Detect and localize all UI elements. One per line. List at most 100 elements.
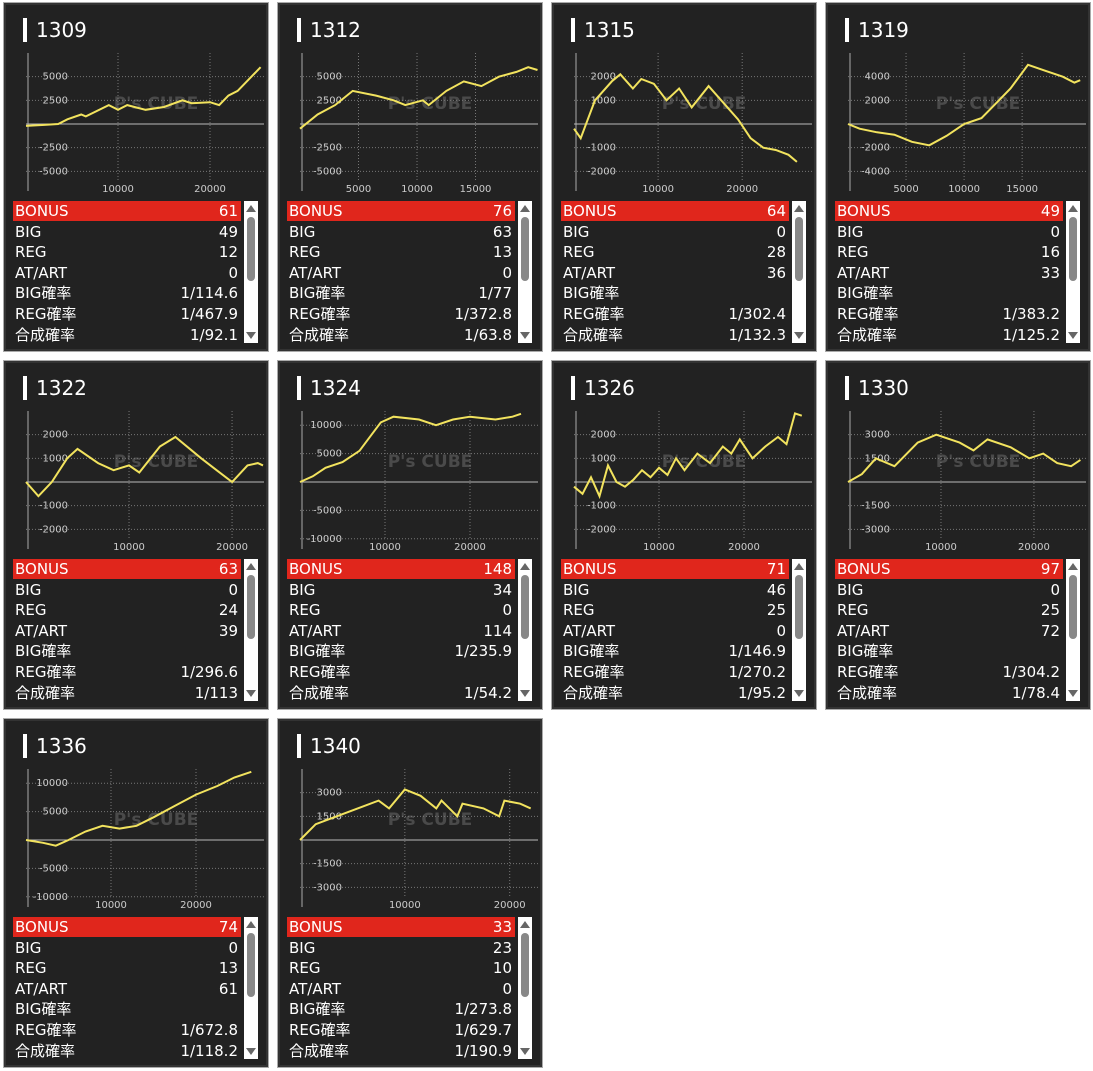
watermark: P's CUBE bbox=[662, 94, 747, 114]
stat-value: 1/63.8 bbox=[464, 325, 512, 344]
x-tick-label: 5000 bbox=[346, 184, 371, 195]
stat-row: AT/ART 33 bbox=[835, 263, 1063, 283]
x-tick-label: 15000 bbox=[460, 184, 492, 195]
stat-value: 64 bbox=[766, 202, 786, 220]
stat-value: 1/113 bbox=[194, 683, 238, 702]
stat-label: 合成確率 bbox=[289, 683, 350, 702]
watermark: P's CUBE bbox=[114, 94, 199, 114]
stat-label: BIG確率 bbox=[15, 1000, 72, 1019]
scroll-thumb[interactable] bbox=[1069, 217, 1077, 281]
scroll-down[interactable] bbox=[794, 332, 804, 339]
scroll-down[interactable] bbox=[1068, 690, 1078, 697]
scroll-thumb[interactable] bbox=[521, 575, 529, 639]
scroll-up[interactable] bbox=[246, 563, 256, 570]
stat-row: BIG 23 bbox=[287, 938, 515, 958]
stat-row: REG確率 1/672.8 bbox=[13, 1020, 241, 1040]
machine-number: 1330 bbox=[858, 376, 909, 400]
stat-label: 合成確率 bbox=[15, 325, 76, 344]
stat-row: REG 24 bbox=[13, 600, 241, 620]
scroll-thumb[interactable] bbox=[795, 217, 803, 281]
stat-value: 1/92.1 bbox=[190, 325, 238, 344]
stat-row: AT/ART 0 bbox=[13, 263, 241, 283]
chart: P's CUBE 5000 10000 15000 4000 2000 -2000 -4000 bbox=[847, 53, 1086, 195]
title-bar bbox=[23, 18, 27, 42]
x-tick-label: 10000 bbox=[401, 184, 433, 195]
x-tick-label: 20000 bbox=[726, 184, 758, 195]
stat-value: 1/302.4 bbox=[728, 305, 786, 323]
scroll-up[interactable] bbox=[1068, 563, 1078, 570]
x-tick-label: 10000 bbox=[948, 184, 980, 195]
y-tick-label: -5000 bbox=[39, 863, 68, 874]
scroll-thumb[interactable] bbox=[521, 217, 529, 281]
scrollbar[interactable] bbox=[244, 201, 258, 343]
stat-value: 34 bbox=[492, 580, 512, 599]
scroll-up[interactable] bbox=[246, 921, 256, 928]
scrollbar[interactable] bbox=[1066, 201, 1080, 343]
stat-label: BIG bbox=[289, 938, 316, 957]
scroll-thumb[interactable] bbox=[247, 217, 255, 281]
y-tick-label: 5000 bbox=[317, 449, 342, 460]
scroll-down[interactable] bbox=[520, 332, 530, 339]
scroll-down[interactable] bbox=[246, 332, 256, 339]
stat-row: BONUS 63 bbox=[13, 559, 241, 579]
stat-label: REG確率 bbox=[563, 663, 625, 681]
scrollbar[interactable] bbox=[518, 201, 532, 343]
scroll-up[interactable] bbox=[520, 921, 530, 928]
scroll-thumb[interactable] bbox=[1069, 575, 1077, 639]
stat-row: REG 0 bbox=[287, 600, 515, 620]
stat-row: BIG 46 bbox=[561, 580, 789, 600]
stat-value: 1/77 bbox=[478, 284, 512, 303]
scroll-down[interactable] bbox=[1068, 332, 1078, 339]
scroll-down[interactable] bbox=[246, 1048, 256, 1055]
scroll-thumb[interactable] bbox=[247, 575, 255, 639]
title-bar bbox=[845, 376, 849, 400]
scroll-down[interactable] bbox=[794, 690, 804, 697]
stat-row: AT/ART 114 bbox=[287, 621, 515, 641]
scroll-up[interactable] bbox=[520, 563, 530, 570]
stat-row: REG 25 bbox=[561, 600, 789, 620]
stat-label: REG bbox=[289, 243, 321, 262]
stat-row: BONUS 49 bbox=[835, 201, 1063, 221]
stat-value: 36 bbox=[766, 263, 786, 282]
stat-label: 合成確率 bbox=[15, 1041, 76, 1060]
scroll-up[interactable] bbox=[246, 205, 256, 212]
y-tick-label: 2000 bbox=[43, 430, 68, 441]
scrollbar[interactable] bbox=[518, 917, 532, 1059]
stat-label: BONUS bbox=[15, 560, 69, 578]
scrollbar[interactable] bbox=[792, 559, 806, 701]
scrollbar[interactable] bbox=[244, 917, 258, 1059]
stat-row: BONUS 97 bbox=[835, 559, 1063, 579]
scroll-up[interactable] bbox=[794, 205, 804, 212]
stat-label: BIG確率 bbox=[289, 642, 346, 661]
y-tick-label: 3000 bbox=[865, 430, 890, 441]
scroll-up[interactable] bbox=[520, 205, 530, 212]
stat-value: 76 bbox=[492, 202, 512, 220]
stat-label: REG確率 bbox=[837, 305, 899, 323]
chart: P's CUBE 10000 20000 3000 1500 -1500 -3000 bbox=[299, 769, 538, 911]
stat-value: 1/273.8 bbox=[454, 1000, 512, 1019]
scroll-thumb[interactable] bbox=[795, 575, 803, 639]
scroll-down[interactable] bbox=[520, 1048, 530, 1055]
watermark: P's CUBE bbox=[114, 810, 199, 830]
scroll-down[interactable] bbox=[520, 690, 530, 697]
x-tick-label: 20000 bbox=[216, 542, 248, 553]
stat-value: 72 bbox=[1040, 621, 1060, 640]
scrollbar[interactable] bbox=[518, 559, 532, 701]
scroll-up[interactable] bbox=[794, 563, 804, 570]
scrollbar[interactable] bbox=[1066, 559, 1080, 701]
scroll-up[interactable] bbox=[1068, 205, 1078, 212]
scrollbar[interactable] bbox=[244, 559, 258, 701]
watermark: P's CUBE bbox=[936, 452, 1021, 472]
scroll-thumb[interactable] bbox=[247, 933, 255, 997]
stat-label: REG確率 bbox=[15, 1021, 77, 1039]
scroll-down[interactable] bbox=[246, 690, 256, 697]
stat-value: 1/372.8 bbox=[454, 305, 512, 323]
stat-value: 97 bbox=[1040, 560, 1060, 578]
data-line bbox=[299, 66, 538, 130]
chart: P's CUBE 10000 20000 10000 5000 -5000 -10000 bbox=[25, 769, 264, 911]
scrollbar[interactable] bbox=[792, 201, 806, 343]
stat-label: REG bbox=[15, 601, 47, 620]
scroll-thumb[interactable] bbox=[521, 933, 529, 997]
